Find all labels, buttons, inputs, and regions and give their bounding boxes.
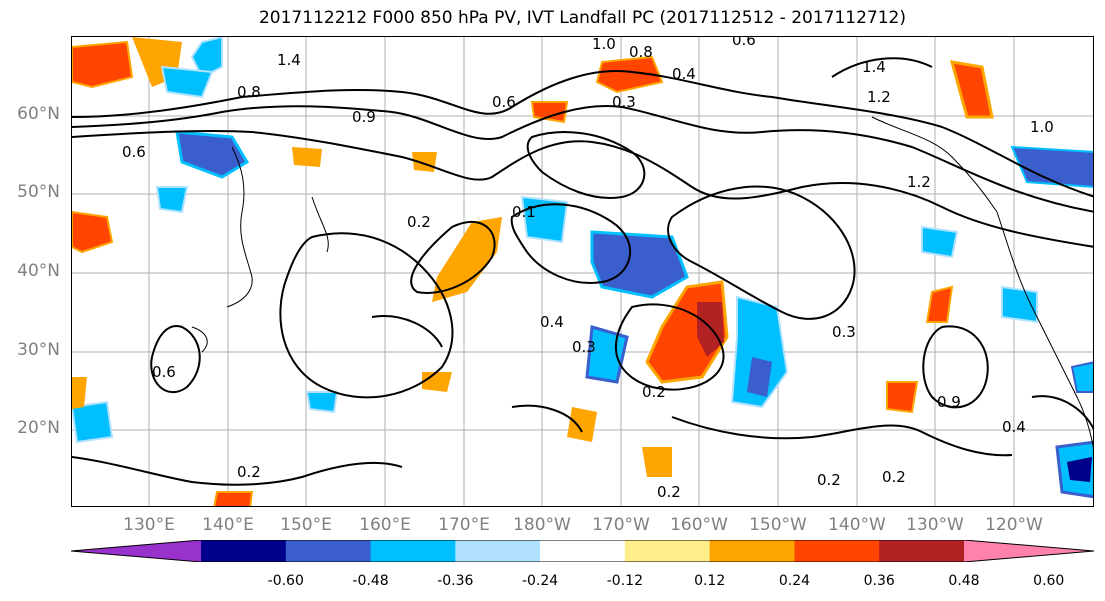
colorbar-segment bbox=[540, 540, 626, 562]
contour-label: 0.2 bbox=[407, 213, 431, 231]
contour-label: 1.4 bbox=[862, 58, 886, 76]
colorbar-tick-label: -0.60 bbox=[267, 573, 304, 589]
contour-label: 0.4 bbox=[672, 65, 696, 83]
contour-label: 0.2 bbox=[657, 483, 681, 501]
colorbar-extend-high bbox=[964, 540, 1094, 562]
contour-label: 0.2 bbox=[817, 471, 841, 489]
colorbar-tick-label: 0.36 bbox=[863, 573, 895, 589]
colorbar-extend-low bbox=[71, 540, 201, 562]
map-canvas: 1.0 0.8 0.4 0.6 1.4 1.2 0.6 0.3 0.8 0.9 … bbox=[72, 37, 1093, 506]
colorbar-tick-label: -0.12 bbox=[606, 573, 643, 589]
colorbar-segment bbox=[879, 540, 965, 562]
contour-label: 0.3 bbox=[572, 338, 596, 356]
contour-label: 0.2 bbox=[237, 463, 261, 481]
lon-label-160w: 160°W bbox=[670, 515, 728, 535]
colorbar-tick-label: -0.48 bbox=[352, 573, 389, 589]
contour-label: 1.2 bbox=[907, 173, 931, 191]
lon-label-150e: 150°E bbox=[280, 515, 332, 535]
colorbar-tick-label: 0.48 bbox=[948, 573, 980, 589]
contour-label: 0.9 bbox=[937, 393, 961, 411]
lon-label-140w: 140°W bbox=[828, 515, 886, 535]
colorbar-segment bbox=[285, 540, 372, 562]
lon-label-150w: 150°W bbox=[749, 515, 807, 535]
contour-label: 0.1 bbox=[512, 203, 536, 221]
colorbar-tick-label: 0.12 bbox=[694, 573, 726, 589]
colorbar-segment bbox=[370, 540, 456, 562]
lat-label-20n: 20°N bbox=[17, 418, 60, 438]
lat-label-60n: 60°N bbox=[17, 104, 60, 124]
lon-label-140e: 140°E bbox=[202, 515, 254, 535]
lon-label-130w: 130°W bbox=[906, 515, 964, 535]
contour-label: 0.4 bbox=[1002, 418, 1026, 436]
contour-label: 0.8 bbox=[237, 83, 261, 101]
contour-label: 1.0 bbox=[592, 37, 616, 53]
ivt-contours bbox=[72, 57, 1093, 486]
lon-label-160e: 160°E bbox=[359, 515, 411, 535]
map-title: 2017112212 F000 850 hPa PV, IVT Landfall… bbox=[258, 8, 906, 28]
contour-label: 0.2 bbox=[642, 383, 666, 401]
colorbar bbox=[71, 540, 1094, 562]
lat-label-50n: 50°N bbox=[17, 182, 60, 202]
lon-label-170w: 170°W bbox=[592, 515, 650, 535]
colorbar-segment bbox=[201, 540, 287, 562]
contour-label: 0.3 bbox=[612, 93, 636, 111]
colorbar-segment bbox=[794, 540, 880, 562]
coastlines bbox=[191, 116, 1093, 449]
contour-label: 0.2 bbox=[882, 468, 906, 486]
contour-label: 1.2 bbox=[867, 88, 891, 106]
map-panel: 1.0 0.8 0.4 0.6 1.4 1.2 0.6 0.3 0.8 0.9 … bbox=[71, 36, 1094, 507]
contour-label: 0.9 bbox=[352, 108, 376, 126]
lat-label-30n: 30°N bbox=[17, 340, 60, 360]
lon-label-170e: 170°E bbox=[438, 515, 490, 535]
contour-label: 0.8 bbox=[629, 43, 653, 61]
colorbar-segment bbox=[624, 540, 711, 562]
contour-label: 0.4 bbox=[540, 313, 564, 331]
lon-label-130e: 130°E bbox=[123, 515, 175, 535]
lon-label-120w: 120°W bbox=[985, 515, 1043, 535]
contour-label: 0.6 bbox=[122, 143, 146, 161]
contour-label: 0.6 bbox=[732, 37, 756, 49]
lat-label-40n: 40°N bbox=[17, 261, 60, 281]
contour-label: 1.4 bbox=[277, 51, 301, 69]
contour-label: 0.6 bbox=[152, 363, 176, 381]
contour-label: 0.6 bbox=[492, 93, 516, 111]
colorbar-tick-label: -0.24 bbox=[521, 573, 559, 589]
colorbar-tick-label: -0.36 bbox=[437, 573, 474, 589]
colorbar-tick-label: 0.60 bbox=[1033, 573, 1065, 589]
contour-label: 1.0 bbox=[1030, 118, 1054, 136]
contour-labels: 1.0 0.8 0.4 0.6 1.4 1.2 0.6 0.3 0.8 0.9 … bbox=[122, 37, 1054, 501]
lon-label-180w: 180°W bbox=[513, 515, 571, 535]
contour-label: 0.3 bbox=[832, 323, 856, 341]
colorbar-segment bbox=[455, 540, 541, 562]
colorbar-segment bbox=[709, 540, 795, 562]
colorbar-tick-label: 0.24 bbox=[778, 573, 811, 589]
